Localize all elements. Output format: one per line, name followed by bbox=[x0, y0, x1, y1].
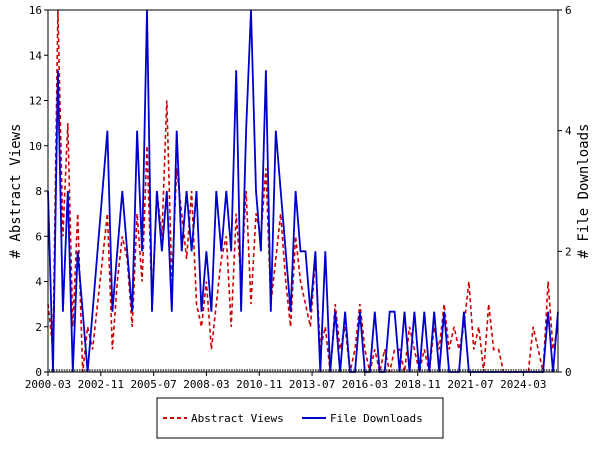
left-tick-label: 0 bbox=[35, 366, 42, 379]
x-tick-label: 2021-07 bbox=[447, 378, 493, 391]
x-axis: 2000-03 2002-11 2005-07 2008-03 2010-11 2013-… bbox=[25, 369, 559, 391]
x-tick-label: 2024-03 bbox=[500, 378, 546, 391]
left-tick-label: 10 bbox=[29, 140, 42, 153]
left-tick-label: 4 bbox=[35, 276, 42, 289]
right-axis: 0 2 4 6 bbox=[558, 4, 572, 379]
left-axis: 0 2 4 6 8 10 12 14 16 bbox=[29, 4, 48, 379]
legend-box bbox=[156, 397, 444, 439]
x-tick-label: 2005-07 bbox=[130, 378, 176, 391]
right-axis-title: # File Downloads bbox=[576, 124, 592, 259]
left-tick-label: 6 bbox=[35, 230, 42, 243]
left-tick-label: 8 bbox=[35, 185, 42, 198]
left-tick-label: 2 bbox=[35, 321, 42, 334]
legend: Abstract Views File Downloads bbox=[156, 397, 444, 439]
right-tick-label: 4 bbox=[565, 125, 572, 138]
left-tick-label: 12 bbox=[29, 95, 42, 108]
x-tick-label: 2010-11 bbox=[236, 378, 282, 391]
x-tick-label: 2002-11 bbox=[78, 378, 124, 391]
left-tick-label: 16 bbox=[29, 4, 42, 17]
left-tick-label: 14 bbox=[29, 49, 43, 62]
right-tick-label: 0 bbox=[565, 366, 572, 379]
x-tick-label: 2013-07 bbox=[289, 378, 335, 391]
right-tick-label: 2 bbox=[565, 245, 572, 258]
x-tick-label: 2008-03 bbox=[183, 378, 229, 391]
right-tick-label: 6 bbox=[565, 4, 572, 17]
x-tick-label: 2000-03 bbox=[25, 378, 71, 391]
x-tick-label: 2018-11 bbox=[395, 378, 441, 391]
legend-label-abstract-views: Abstract Views bbox=[191, 412, 284, 425]
left-axis-title: # Abstract Views bbox=[8, 124, 24, 259]
x-tick-label: 2016-03 bbox=[342, 378, 388, 391]
legend-label-file-downloads: File Downloads bbox=[330, 412, 423, 425]
